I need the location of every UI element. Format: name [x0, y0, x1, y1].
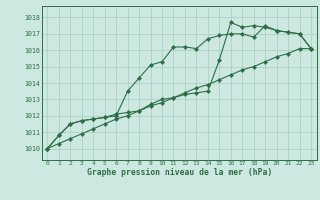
X-axis label: Graphe pression niveau de la mer (hPa): Graphe pression niveau de la mer (hPa) [87, 168, 272, 177]
